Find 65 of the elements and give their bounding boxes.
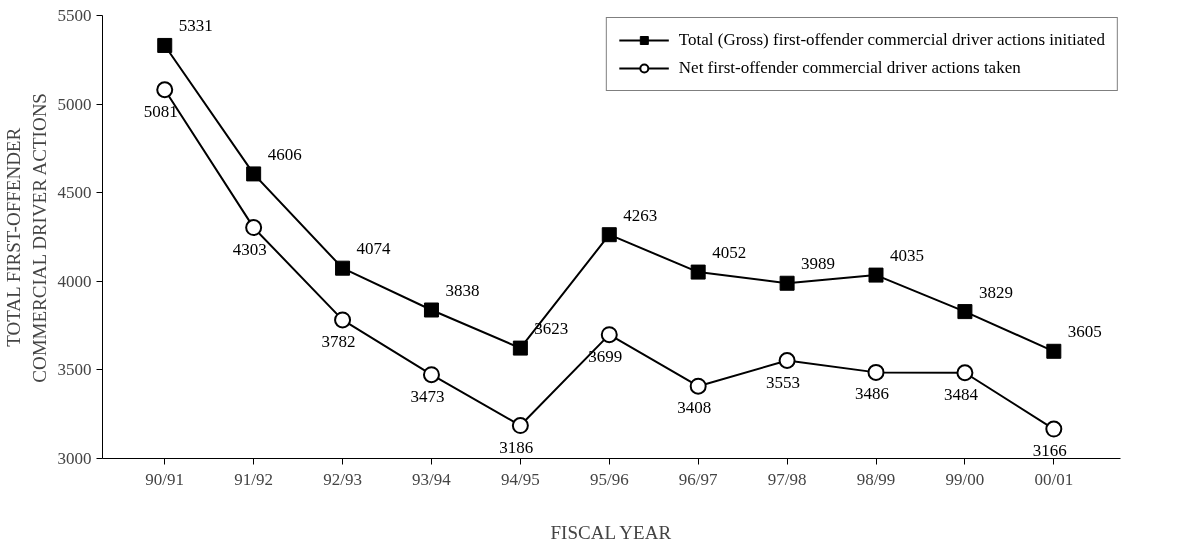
data-label: 4303	[232, 239, 267, 259]
data-label: 4035	[890, 246, 924, 266]
point	[156, 81, 174, 99]
data-label: 3829	[978, 282, 1013, 302]
point	[423, 302, 439, 318]
data-label: 3166	[1032, 441, 1067, 461]
point	[157, 37, 173, 53]
y-tick-label: 3000	[57, 449, 92, 468]
point	[867, 363, 885, 381]
y-tick-label: 4500	[57, 183, 92, 203]
point	[511, 417, 529, 435]
y-tick-label: 5500	[57, 6, 92, 25]
data-label: 3989	[801, 254, 836, 274]
point	[956, 364, 974, 382]
y-tick-label: 5000	[57, 94, 92, 114]
data-label: 5331	[178, 16, 213, 36]
x-tick-label: 00/01	[1034, 469, 1074, 489]
data-label: 3623	[534, 319, 569, 339]
point	[601, 227, 617, 243]
data-label: 3605	[1067, 322, 1102, 342]
x-tick-label: 90/91	[145, 469, 185, 489]
x-tick-label: 95/96	[589, 469, 629, 489]
point	[245, 219, 263, 237]
y-tick-label: 3500	[57, 360, 92, 380]
point	[512, 340, 528, 356]
data-label: 4074	[356, 239, 392, 259]
point	[1046, 343, 1062, 359]
data-label: 4052	[712, 243, 747, 263]
data-label: 3782	[321, 331, 356, 351]
data-label: 5081	[143, 101, 178, 121]
point	[422, 366, 440, 384]
point	[600, 326, 618, 344]
x-tick-label: 92/93	[323, 469, 362, 489]
point	[1045, 420, 1063, 438]
data-label: 3408	[677, 398, 712, 418]
point	[779, 275, 795, 291]
point	[335, 260, 351, 276]
x-tick-label: 99/00	[945, 469, 985, 489]
data-label: 3553	[766, 372, 801, 392]
point	[689, 377, 707, 395]
data-label: 3473	[410, 386, 445, 406]
x-axis-title: FISCAL YEAR	[550, 521, 672, 543]
data-label: 3186	[499, 437, 534, 457]
data-label: 4606	[267, 144, 302, 164]
x-tick-label: 94/95	[501, 469, 540, 489]
point	[690, 264, 706, 280]
data-label: 4263	[623, 205, 658, 225]
legend-label: Total (Gross) first-offender commercial driver actions initiated	[678, 30, 1105, 50]
data-label: 3699	[588, 346, 623, 366]
x-tick-label: 93/94	[412, 469, 452, 489]
data-label: 3838	[445, 281, 480, 301]
point	[334, 311, 352, 329]
point	[778, 352, 796, 369]
data-label: 3484	[943, 384, 979, 404]
x-tick-label: 96/97	[678, 469, 719, 489]
point	[957, 304, 973, 320]
legend-label: Net first-offender commercial driver actions taken	[678, 58, 1021, 78]
point	[868, 267, 884, 283]
data-label: 3486	[855, 384, 889, 404]
y-tick-label: 4000	[57, 271, 92, 291]
point	[246, 166, 262, 182]
x-tick-label: 91/92	[234, 469, 274, 489]
x-tick-label: 98/99	[856, 469, 896, 489]
x-tick-label: 97/98	[767, 469, 807, 489]
y-axis-title: TOTAL FIRST-OFFENDER COMMERCIAL DRIVER ACTIONS	[3, 93, 50, 383]
